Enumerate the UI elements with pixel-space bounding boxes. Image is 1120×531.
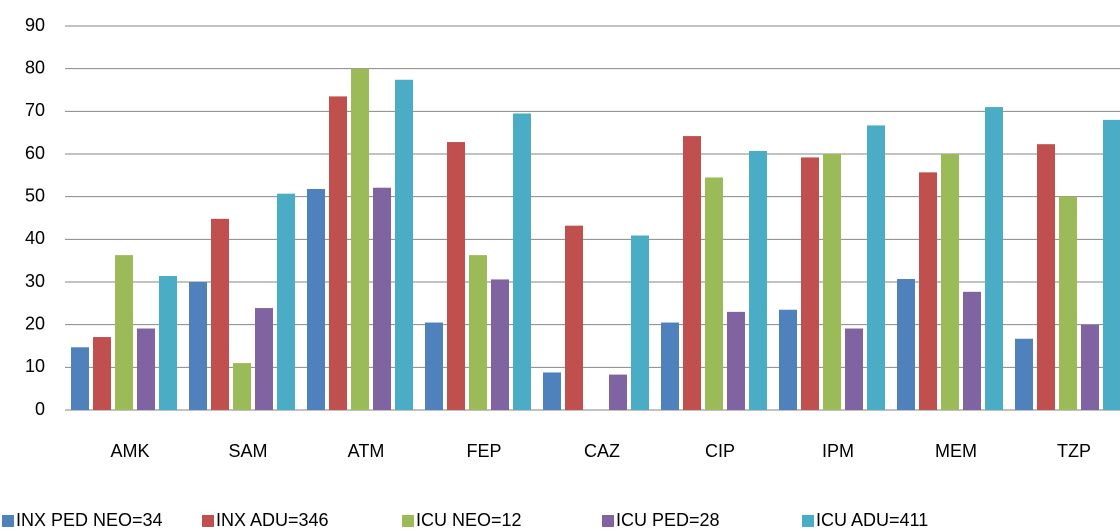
legend-label: ICU ADU=411 bbox=[816, 510, 928, 530]
y-tick-label: 30 bbox=[25, 271, 45, 291]
bar bbox=[211, 218, 229, 410]
bar bbox=[727, 311, 745, 410]
bar bbox=[277, 193, 295, 410]
bar bbox=[93, 337, 111, 410]
bar bbox=[543, 372, 561, 410]
bar bbox=[941, 154, 959, 410]
bar bbox=[609, 374, 627, 410]
bar bbox=[1081, 324, 1099, 410]
bar bbox=[631, 235, 649, 410]
y-tick-label: 50 bbox=[25, 185, 45, 205]
bar bbox=[307, 188, 325, 410]
x-tick-label: TZP bbox=[1057, 441, 1091, 461]
x-tick-label: CAZ bbox=[584, 441, 620, 461]
legend-label: ICU PED=28 bbox=[616, 510, 720, 530]
y-tick-label: 60 bbox=[25, 143, 45, 163]
bar bbox=[469, 255, 487, 410]
bar bbox=[565, 225, 583, 410]
bar bbox=[115, 255, 133, 410]
legend-label: INX PED NEO=34 bbox=[16, 510, 163, 530]
legend-swatch bbox=[602, 515, 614, 527]
bar bbox=[513, 113, 531, 410]
bar bbox=[705, 177, 723, 410]
bar bbox=[137, 328, 155, 410]
bar bbox=[661, 322, 679, 410]
legend-swatch bbox=[802, 515, 814, 527]
bar bbox=[447, 142, 465, 410]
bar bbox=[919, 172, 937, 410]
bar bbox=[491, 279, 509, 410]
bar bbox=[963, 291, 981, 410]
bar bbox=[779, 309, 797, 410]
bar bbox=[233, 363, 251, 410]
x-tick-label: IPM bbox=[822, 441, 854, 461]
bar bbox=[425, 322, 443, 410]
y-tick-label: 70 bbox=[25, 100, 45, 120]
legend-label: ICU NEO=12 bbox=[416, 510, 522, 530]
legend-swatch bbox=[2, 515, 14, 527]
legend-label: INX ADU=346 bbox=[216, 510, 329, 530]
bar bbox=[1037, 144, 1055, 411]
x-tick-label: ATM bbox=[348, 441, 385, 461]
bar bbox=[373, 187, 391, 410]
bar bbox=[801, 157, 819, 410]
bar bbox=[683, 136, 701, 410]
x-tick-label: FEP bbox=[466, 441, 501, 461]
bar bbox=[159, 276, 177, 410]
bar bbox=[395, 79, 413, 410]
bar bbox=[845, 328, 863, 410]
y-tick-label: 0 bbox=[35, 399, 45, 419]
y-tick-label: 40 bbox=[25, 228, 45, 248]
bar bbox=[1103, 119, 1120, 410]
y-tick-label: 20 bbox=[25, 313, 45, 333]
bar bbox=[351, 68, 369, 411]
bar bbox=[329, 96, 347, 411]
legend-swatch bbox=[402, 515, 414, 527]
bar bbox=[985, 107, 1003, 411]
y-tick-label: 10 bbox=[25, 356, 45, 376]
x-tick-label: CIP bbox=[705, 441, 735, 461]
bar bbox=[867, 125, 885, 410]
bar bbox=[1015, 338, 1033, 410]
y-tick-label: 90 bbox=[25, 15, 45, 35]
bar bbox=[823, 154, 841, 410]
bar bbox=[189, 282, 207, 410]
x-tick-label: MEM bbox=[935, 441, 977, 461]
x-tick-label: SAM bbox=[228, 441, 267, 461]
bar bbox=[749, 151, 767, 410]
y-tick-label: 80 bbox=[25, 57, 45, 77]
bar bbox=[897, 279, 915, 410]
legend-swatch bbox=[202, 515, 214, 527]
bar bbox=[1059, 196, 1077, 410]
x-tick-label: AMK bbox=[110, 441, 149, 461]
bar bbox=[71, 347, 89, 410]
bar bbox=[255, 308, 273, 410]
